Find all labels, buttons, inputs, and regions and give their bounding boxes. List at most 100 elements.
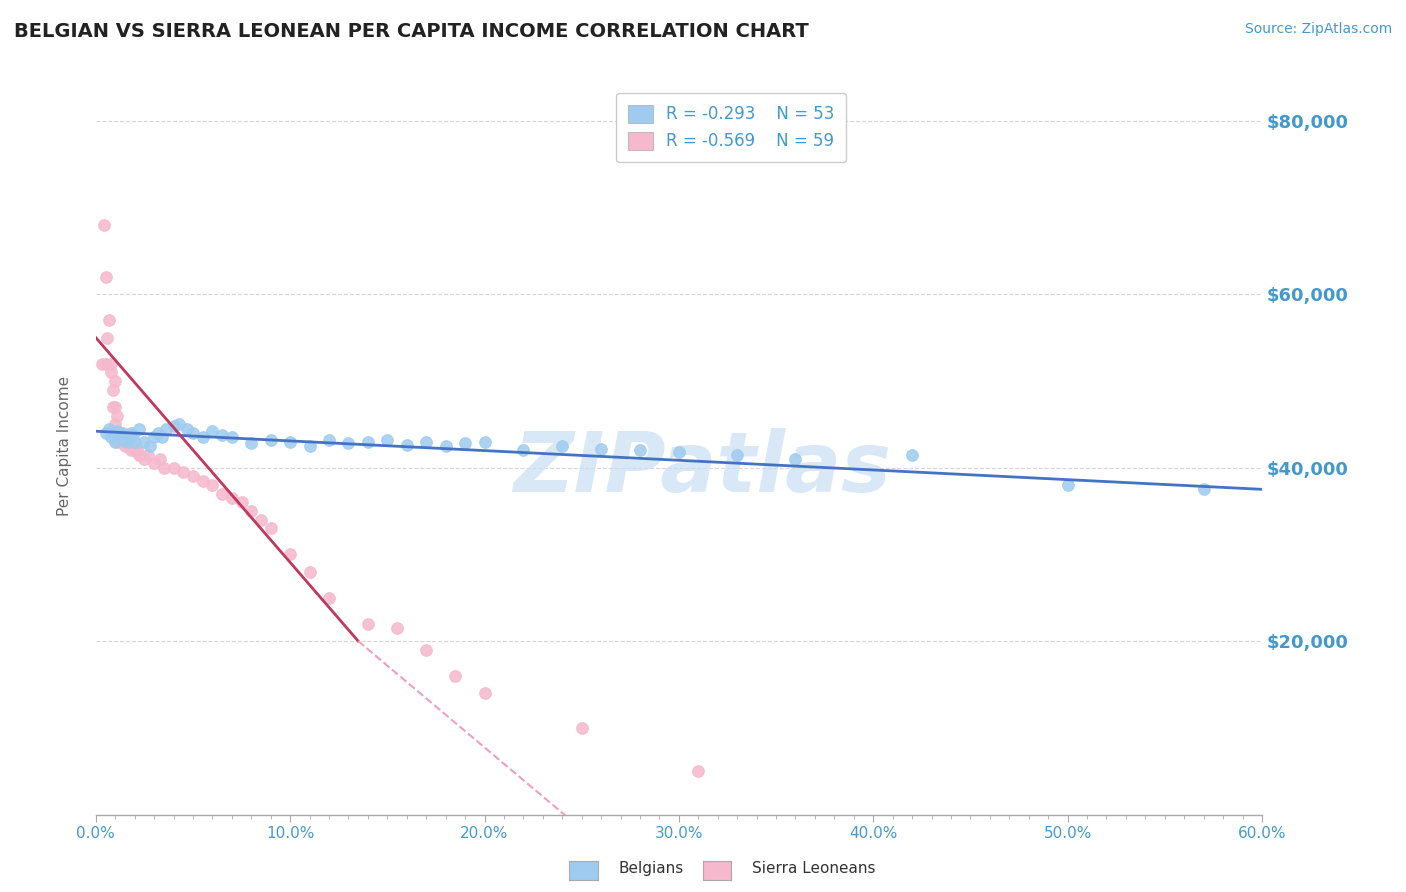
- Point: [124, 434, 146, 449]
- Point: [143, 456, 166, 470]
- Y-axis label: Per Capita Income: Per Capita Income: [58, 376, 72, 516]
- Point: [104, 400, 127, 414]
- Point: [136, 448, 159, 462]
- Point: [181, 425, 204, 440]
- Point: [90, 357, 112, 371]
- Point: [118, 439, 141, 453]
- Point: [260, 521, 283, 535]
- Point: [357, 616, 380, 631]
- Text: ZIPatlas: ZIPatlas: [513, 427, 891, 508]
- Point: [725, 448, 748, 462]
- Point: [121, 439, 143, 453]
- Point: [128, 448, 150, 462]
- Point: [901, 448, 924, 462]
- Point: [94, 357, 117, 371]
- Point: [155, 422, 177, 436]
- Point: [278, 434, 301, 449]
- Point: [240, 436, 263, 450]
- Point: [114, 430, 136, 444]
- Point: [434, 439, 457, 453]
- Point: [191, 430, 214, 444]
- Point: [114, 433, 136, 447]
- Point: [628, 443, 651, 458]
- Point: [110, 425, 132, 440]
- Point: [357, 434, 380, 449]
- Point: [150, 430, 173, 444]
- Point: [221, 430, 243, 444]
- Point: [668, 445, 690, 459]
- Point: [688, 764, 710, 779]
- Point: [201, 478, 224, 492]
- Point: [231, 495, 253, 509]
- Point: [211, 486, 233, 500]
- Point: [100, 430, 122, 444]
- Point: [103, 425, 125, 440]
- Point: [120, 443, 142, 458]
- Point: [169, 417, 191, 432]
- Text: Sierra Leoneans: Sierra Leoneans: [752, 861, 876, 876]
- Point: [298, 565, 321, 579]
- Point: [250, 513, 273, 527]
- Point: [124, 443, 146, 458]
- Point: [94, 425, 117, 440]
- Point: [143, 430, 166, 444]
- Point: [162, 419, 184, 434]
- Point: [129, 448, 152, 462]
- Point: [201, 424, 224, 438]
- Point: [120, 425, 142, 440]
- Point: [318, 591, 340, 605]
- Point: [591, 442, 613, 456]
- Point: [474, 434, 496, 449]
- Point: [211, 427, 233, 442]
- Point: [134, 434, 156, 449]
- Point: [474, 686, 496, 700]
- Point: [111, 430, 134, 444]
- Point: [108, 425, 131, 440]
- Point: [103, 383, 125, 397]
- Point: [395, 438, 418, 452]
- Point: [1056, 478, 1078, 492]
- Point: [105, 409, 128, 423]
- Point: [118, 434, 141, 449]
- Point: [415, 434, 437, 449]
- Point: [240, 504, 263, 518]
- Point: [551, 439, 574, 453]
- Point: [176, 422, 198, 436]
- Point: [260, 433, 283, 447]
- Point: [121, 427, 143, 442]
- Point: [785, 452, 807, 467]
- Point: [191, 474, 214, 488]
- Point: [94, 269, 117, 284]
- Point: [146, 425, 169, 440]
- Point: [115, 434, 138, 449]
- Point: [385, 621, 408, 635]
- Point: [415, 642, 437, 657]
- Legend: R = -0.293    N = 53, R = -0.569    N = 59: R = -0.293 N = 53, R = -0.569 N = 59: [616, 93, 846, 162]
- Point: [172, 465, 194, 479]
- Text: Source: ZipAtlas.com: Source: ZipAtlas.com: [1244, 22, 1392, 37]
- Point: [337, 436, 360, 450]
- Point: [110, 425, 132, 440]
- Point: [139, 439, 162, 453]
- Point: [125, 443, 148, 458]
- Point: [105, 434, 128, 449]
- Point: [1192, 483, 1215, 497]
- Point: [111, 433, 134, 447]
- Point: [153, 460, 176, 475]
- Point: [162, 460, 184, 475]
- Point: [100, 357, 122, 371]
- Point: [134, 452, 156, 467]
- Point: [115, 439, 138, 453]
- Point: [149, 452, 172, 467]
- Point: [103, 400, 125, 414]
- Point: [278, 547, 301, 561]
- Point: [105, 424, 128, 438]
- Point: [221, 491, 243, 505]
- Point: [571, 721, 593, 735]
- Point: [444, 669, 467, 683]
- Point: [110, 434, 132, 449]
- Point: [93, 218, 115, 232]
- Point: [104, 434, 127, 449]
- Text: BELGIAN VS SIERRA LEONEAN PER CAPITA INCOME CORRELATION CHART: BELGIAN VS SIERRA LEONEAN PER CAPITA INC…: [14, 22, 808, 41]
- Point: [115, 434, 138, 449]
